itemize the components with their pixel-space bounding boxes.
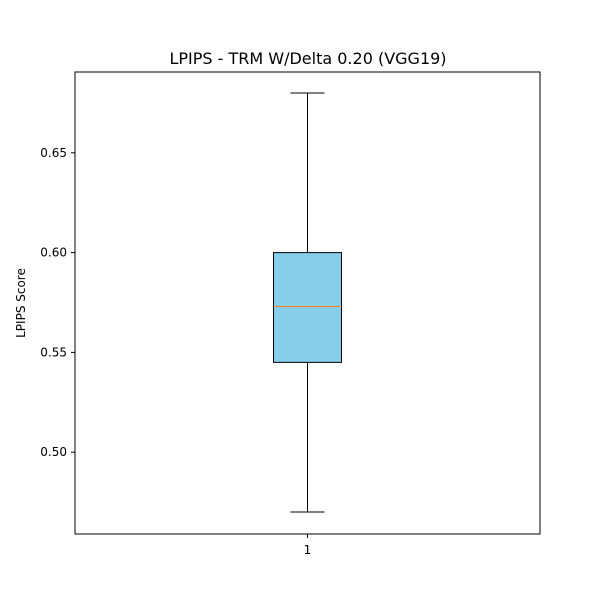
- plot-layer: [273, 92, 342, 513]
- axis-layer: 1 0.50 0.55 0.60 0.65: [40, 146, 311, 557]
- y-tick-label: 0.65: [40, 146, 67, 160]
- y-tick-label: 0.60: [40, 246, 67, 260]
- y-tick-label: 0.50: [40, 445, 67, 459]
- y-tick-label: 0.55: [40, 345, 67, 359]
- box-iqr: [273, 252, 342, 363]
- y-axis-label: LPIPS Score: [14, 268, 28, 338]
- x-tick-label: 1: [304, 543, 312, 557]
- chart-title: LPIPS - TRM W/Delta 0.20 (VGG19): [169, 49, 446, 68]
